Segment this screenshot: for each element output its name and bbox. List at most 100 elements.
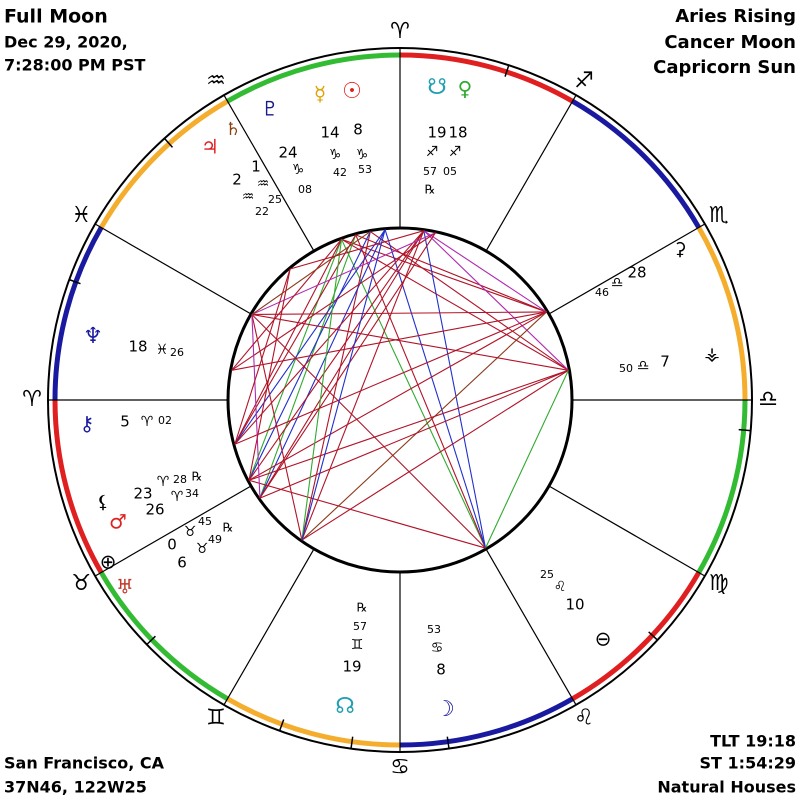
ring-tick <box>278 719 285 732</box>
info-line: Natural Houses <box>657 778 796 797</box>
aspect-line <box>251 313 569 371</box>
house-cusp <box>94 485 252 577</box>
aspect-line <box>234 239 343 445</box>
time: 7:28:00 PM PST <box>4 56 146 75</box>
sign-glyph: ♏ <box>709 203 729 228</box>
chart-label: 8 <box>436 661 446 679</box>
chart-label: 25 <box>268 193 282 206</box>
ring-arc <box>399 52 574 104</box>
sign-glyph: ♒ <box>206 68 226 93</box>
aspect-line <box>234 229 386 445</box>
chart-label: ⚳ <box>673 239 686 260</box>
chart-label: ♒ <box>257 176 270 192</box>
sign-glyph: ♈ <box>390 19 410 44</box>
place: San Francisco, CA <box>4 754 165 773</box>
house-cusp <box>485 548 577 706</box>
chart-label: ♀ <box>458 77 473 101</box>
chart-label: 02 <box>158 414 172 427</box>
title: Full Moon <box>4 6 108 28</box>
chart-label: ♎ <box>637 358 650 374</box>
chart-label: 45 <box>198 515 212 528</box>
aspect-line <box>423 230 547 313</box>
chart-label: ♑ <box>292 162 305 178</box>
chart-label: ⚷ <box>80 412 95 436</box>
aspect-line <box>248 268 291 481</box>
chart-label: 49 <box>208 533 222 546</box>
chart-label: ⊖ <box>595 627 612 651</box>
aspect-line <box>259 230 425 499</box>
chart-label: 23 <box>133 485 152 503</box>
chart-label: 57 <box>353 620 367 633</box>
chart-label: 0 <box>167 536 177 554</box>
aspect-line <box>251 311 547 316</box>
chart-label: 53 <box>358 163 372 176</box>
aspect-line <box>259 369 569 499</box>
ring-arc <box>99 571 229 701</box>
aspect-line <box>251 314 486 549</box>
chart-label: ♈ <box>157 474 170 490</box>
ring-arc <box>399 696 574 748</box>
chart-label: ℞ <box>192 470 203 484</box>
chart-label: ☋ <box>427 75 447 100</box>
chart-label: ♄ <box>225 119 241 140</box>
aspect-line <box>355 234 487 549</box>
chart-label: 7 <box>660 353 670 371</box>
aspect-line <box>248 239 343 481</box>
sign-glyph: ♈ <box>22 387 42 412</box>
chart-label: 26 <box>170 346 184 359</box>
chart-label: ♅ <box>116 575 134 599</box>
chart-label: ♆ <box>83 324 103 349</box>
ring-tick <box>68 278 81 285</box>
chart-label: 05 <box>443 165 457 178</box>
aspect-line <box>301 231 371 541</box>
aspect-line <box>248 230 425 481</box>
chart-label: 10 <box>565 596 584 614</box>
summary-line: Capricorn Sun <box>653 57 796 78</box>
sign-glyph: ♌ <box>574 706 594 731</box>
chart-label: ⚸ <box>96 492 109 513</box>
chart-label: ☽ <box>435 697 455 722</box>
sign-glyph: ♐ <box>574 68 594 93</box>
ring-arc <box>571 571 701 701</box>
aspect-line <box>341 239 486 549</box>
chart-label: ♉ <box>196 541 209 557</box>
chart-label: 2 <box>232 171 242 189</box>
aspect-line <box>231 238 342 371</box>
chart-label: ☿ <box>314 82 326 106</box>
wheel <box>47 47 753 753</box>
chart-label: 34 <box>185 487 199 500</box>
chart-label: 24 <box>278 144 297 162</box>
aspect-line <box>423 230 487 549</box>
chart-label: ♑ <box>356 147 369 163</box>
chart-label: ♌ <box>554 579 567 595</box>
date: Dec 29, 2020, <box>4 33 128 52</box>
chart-label: 1 <box>251 158 261 176</box>
ring-arc <box>99 99 229 229</box>
aspect-line <box>248 369 569 481</box>
summary-line: Aries Rising <box>675 6 796 27</box>
chart-label: ♒ <box>242 189 255 205</box>
chart-label: ♓ <box>156 342 169 358</box>
chart-label: 5 <box>120 413 130 431</box>
aspect-line <box>485 370 569 549</box>
chart-label: ℞ <box>425 183 436 197</box>
chart-label: ♈ <box>171 489 184 505</box>
chart-label: 6 <box>177 554 187 572</box>
chart-label: 53 <box>427 623 441 636</box>
chart-label: 25 <box>540 568 554 581</box>
aspect-line <box>231 311 547 371</box>
chart-label: 57 <box>423 165 437 178</box>
house-cusp <box>223 548 315 706</box>
ring-tick <box>350 736 354 749</box>
chart-label: 28 <box>627 264 646 282</box>
chart-label: ♋ <box>431 640 444 656</box>
aspect-line <box>301 311 547 541</box>
aspect-line <box>301 230 425 541</box>
house-cusp <box>485 94 577 252</box>
chart-label: ♉ <box>184 524 197 540</box>
summary-line: Cancer Moon <box>664 32 796 53</box>
ring-arc <box>696 399 748 574</box>
ring-tick <box>738 428 751 432</box>
